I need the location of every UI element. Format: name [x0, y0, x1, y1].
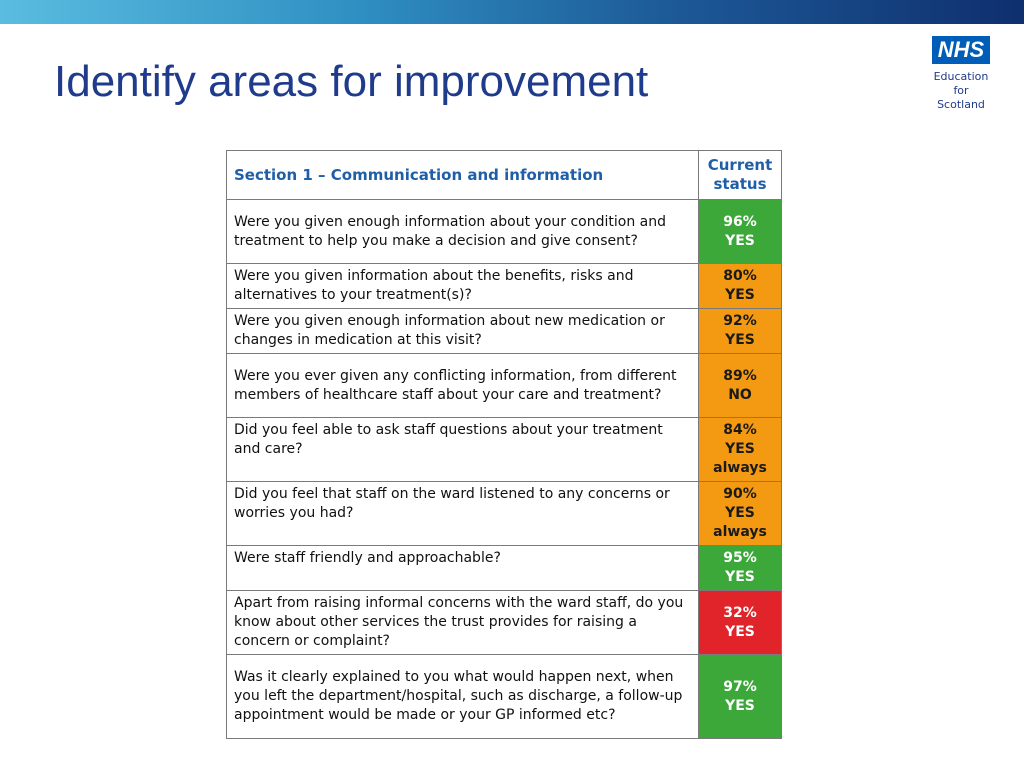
table-header-row: Section 1 – Communication and informatio…	[226, 150, 782, 200]
status-cell: 90% YES always	[698, 481, 782, 546]
table-row: Did you feel that staff on the ward list…	[226, 481, 782, 546]
status-cell: 84% YES always	[698, 417, 782, 482]
question-cell: Did you feel able to ask staff questions…	[226, 417, 699, 482]
status-cell: 80% YES	[698, 263, 782, 309]
table-row: Were you given information about the ben…	[226, 263, 782, 309]
status-cell: 95% YES	[698, 545, 782, 591]
nhs-education-scotland-logo: NHS Education for Scotland	[920, 36, 1002, 112]
status-header-line-2: status	[713, 175, 767, 193]
status-answer: YES	[725, 569, 755, 585]
nhs-logo-mark: NHS	[931, 36, 991, 64]
table-row: Were you given enough information about …	[226, 308, 782, 354]
table-row: Apart from raising informal concerns wit…	[226, 590, 782, 655]
status-cell: 89% NO	[698, 353, 782, 418]
table-row: Were you ever given any conflicting info…	[226, 353, 782, 418]
question-cell: Were you given information about the ben…	[226, 263, 699, 309]
question-cell: Were you ever given any conflicting info…	[226, 353, 699, 418]
question-cell: Were you given enough information about …	[226, 199, 699, 264]
table-row: Did you feel able to ask staff questions…	[226, 417, 782, 482]
section-header: Section 1 – Communication and informatio…	[226, 150, 699, 200]
current-status-header: Current status	[698, 150, 782, 200]
status-extra: always	[713, 524, 767, 540]
top-banner-bar	[0, 0, 1024, 24]
status-percent: 96%	[723, 213, 757, 230]
table-row: Were staff friendly and approachable? 95…	[226, 545, 782, 591]
status-header-line-1: Current	[707, 156, 773, 174]
status-percent: 84%	[723, 422, 757, 438]
status-percent: 92%	[723, 313, 757, 329]
status-answer: YES	[725, 232, 755, 249]
status-answer: YES	[725, 697, 755, 714]
status-cell: 96% YES	[698, 199, 782, 264]
logo-text-line-3: Scotland	[937, 98, 985, 111]
question-cell: Were you given enough information about …	[226, 308, 699, 354]
question-cell: Did you feel that staff on the ward list…	[226, 481, 699, 546]
logo-text-line-1: Education	[933, 70, 989, 83]
status-percent: 97%	[723, 678, 757, 695]
status-answer: YES	[725, 623, 755, 640]
status-cell: 92% YES	[698, 308, 782, 354]
status-answer: YES	[725, 505, 755, 521]
status-answer: YES	[725, 287, 755, 303]
status-extra: always	[713, 460, 767, 476]
status-percent: 32%	[723, 604, 757, 621]
table-row: Were you given enough information about …	[226, 199, 782, 264]
status-cell: 97% YES	[698, 654, 782, 739]
question-cell: Apart from raising informal concerns wit…	[226, 590, 699, 655]
slide-title: Identify areas for improvement	[54, 57, 649, 106]
question-cell: Was it clearly explained to you what wou…	[226, 654, 699, 739]
status-cell: 32% YES	[698, 590, 782, 655]
table-row: Was it clearly explained to you what wou…	[226, 654, 782, 739]
status-percent: 80%	[723, 268, 757, 284]
survey-results-table: Section 1 – Communication and informatio…	[226, 150, 782, 739]
logo-text-line-2: for	[953, 84, 969, 97]
status-answer: YES	[725, 441, 755, 457]
question-cell: Were staff friendly and approachable?	[226, 545, 699, 591]
status-percent: 90%	[723, 486, 757, 502]
status-percent: 95%	[723, 550, 757, 566]
status-answer: NO	[728, 386, 752, 403]
status-answer: YES	[725, 332, 755, 348]
status-percent: 89%	[723, 367, 757, 384]
